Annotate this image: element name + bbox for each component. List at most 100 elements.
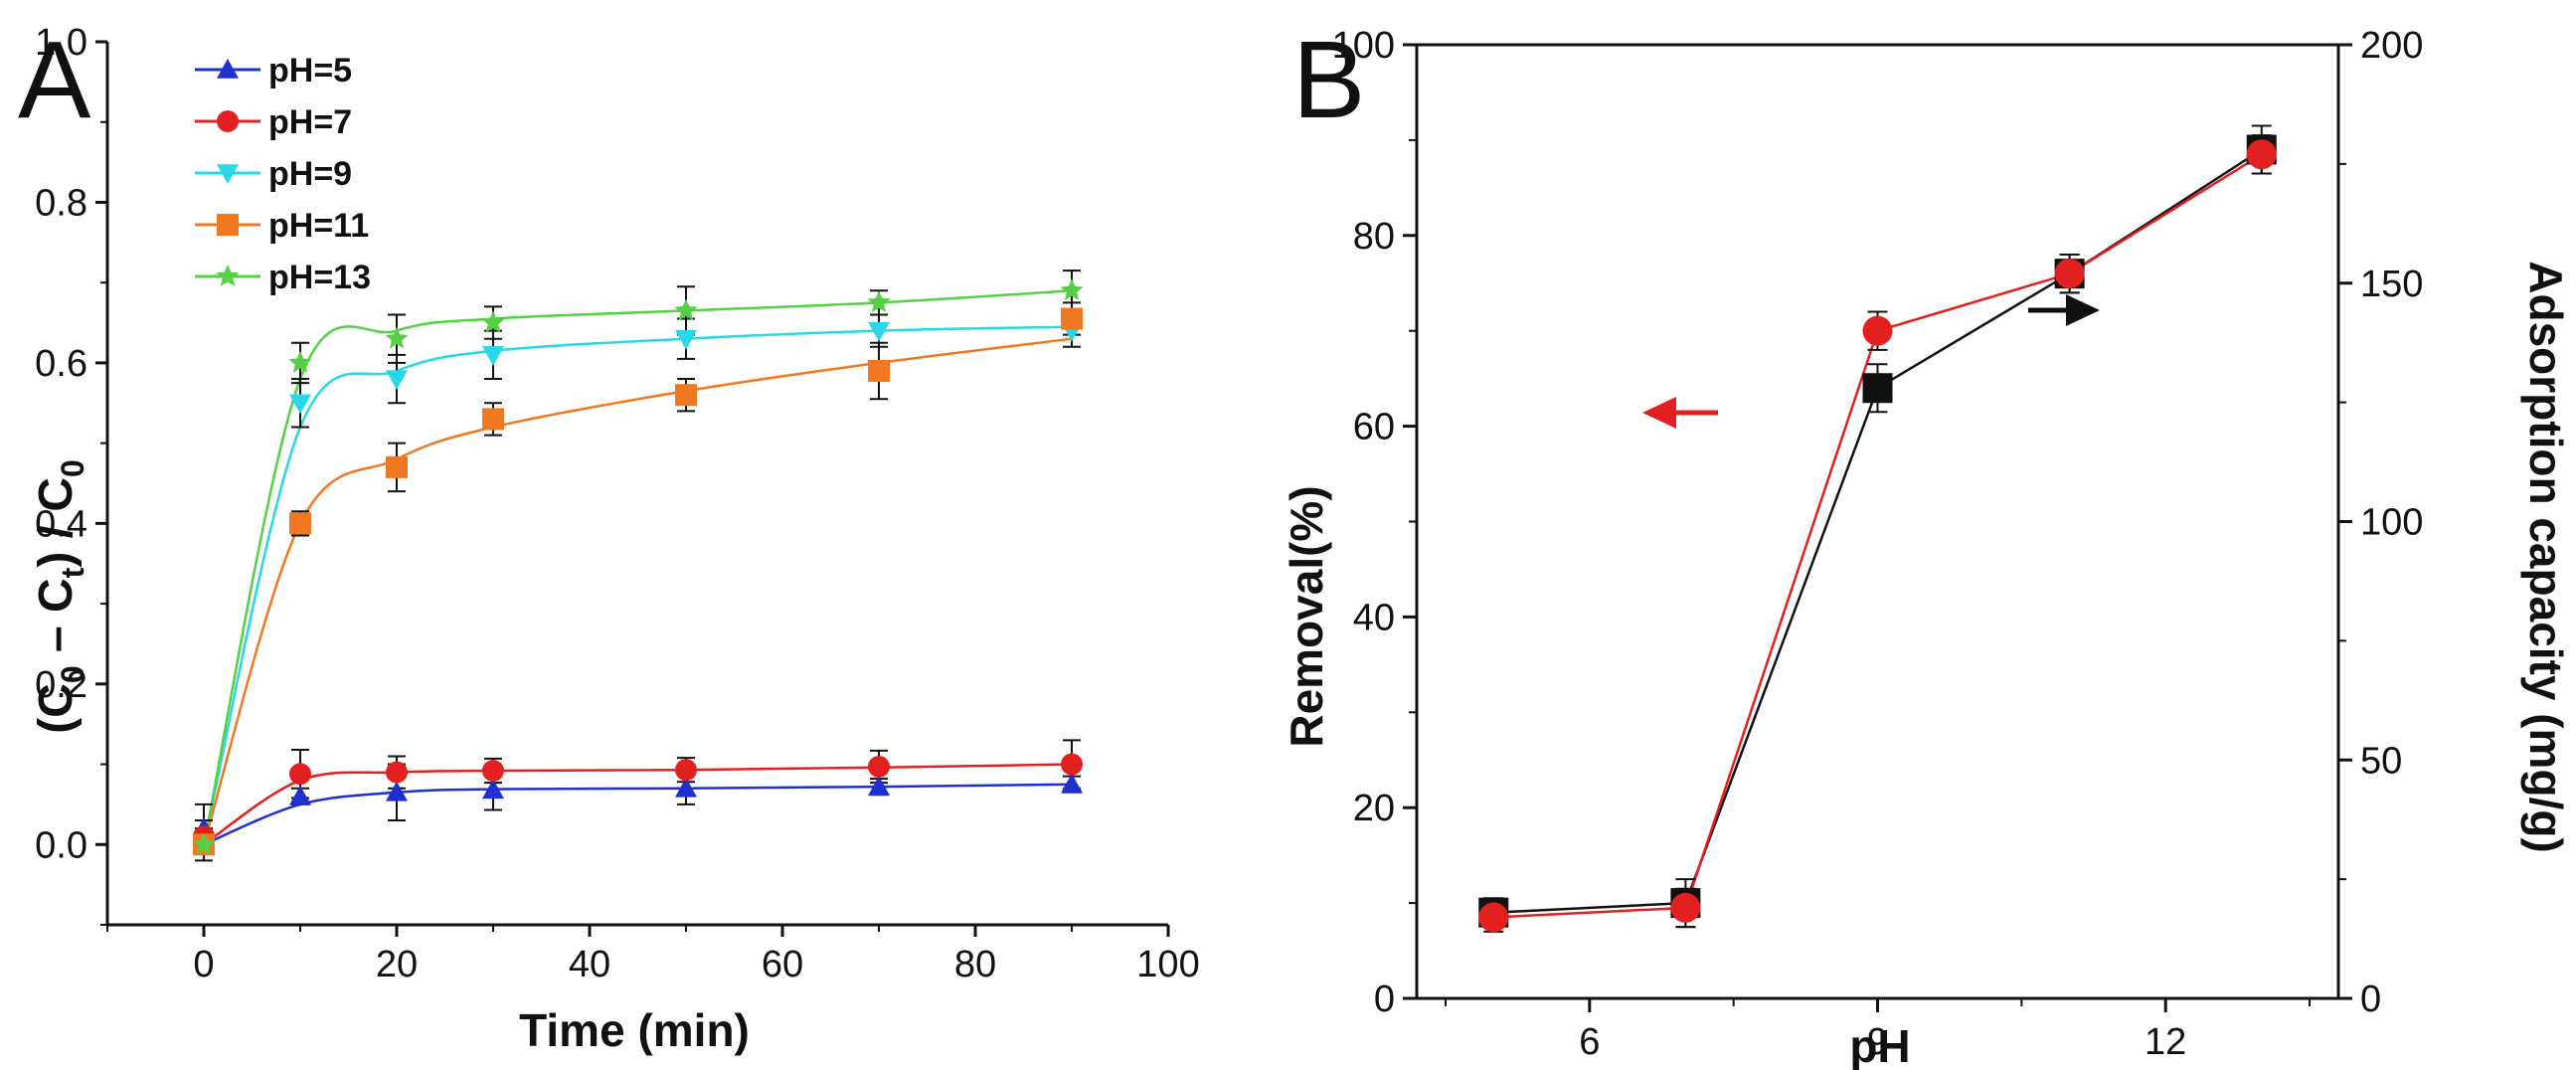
data-point-pH=13 (385, 326, 409, 349)
legend-label: pH=7 (268, 103, 352, 141)
data-point-pH=13 (192, 832, 216, 855)
legend-label: pH=9 (268, 155, 352, 193)
legend-marker-icon (217, 214, 239, 236)
x-tick-label: 12 (2145, 1021, 2186, 1063)
panel-a-label: A (18, 19, 91, 141)
y-tick-label: 0.6 (35, 343, 87, 385)
data-point-right (1670, 892, 1701, 923)
panel-b-y-label: Removal(%) (1281, 485, 1332, 747)
x-tick-label: 100 (1136, 944, 1199, 985)
fit-line-pH=11 (202, 337, 1073, 845)
fit-line-pH=7 (203, 763, 1073, 846)
data-point-pH=9 (386, 370, 408, 391)
legend-marker-icon (217, 59, 239, 79)
y-tick-label: 0.0 (35, 824, 87, 866)
data-point-pH=9 (289, 394, 311, 415)
fit-line-pH=13 (202, 289, 1073, 845)
panel-b-frame (1415, 43, 2340, 1000)
data-point-pH=9 (675, 329, 697, 350)
y-tick-label: 0.2 (35, 664, 87, 706)
data-point-pH=11 (868, 359, 890, 382)
x-tick-label: 80 (954, 944, 996, 985)
data-point-pH=13 (481, 310, 505, 333)
data-point-pH=13 (674, 298, 698, 321)
y-tick-label: 40 (1353, 597, 1395, 638)
panel-b-y-right-label: Adsorption capacity (mg/g) (2520, 261, 2572, 852)
data-point-pH=5 (482, 779, 504, 800)
panel-b-error-bars (1483, 124, 2272, 933)
data-point-pH=13 (867, 290, 891, 313)
data-point-pH=7 (482, 760, 504, 783)
data-point-pH=5 (868, 776, 890, 796)
data-point-pH=9 (482, 346, 504, 366)
x-tick-label: 0 (193, 944, 214, 985)
data-point-pH=7 (289, 763, 311, 786)
panel-a-markers (192, 278, 1084, 856)
data-point-pH=9 (868, 321, 890, 342)
x-tick-label: 6 (1579, 1021, 1600, 1063)
y-tick-label: 0.4 (35, 503, 87, 545)
data-point-pH=13 (1060, 278, 1084, 300)
panel-b-lines (1493, 148, 2263, 919)
panel-a-ticks: 0 20 40 60 80 100 0.0 0.2 0.4 0.6 0.8 1.0 (35, 22, 1200, 985)
panel-b-axes (1415, 43, 2340, 1000)
panel-a-x-label: Time (min) (519, 1004, 750, 1056)
y-tick-label: 60 (1353, 407, 1395, 448)
y-tick-label: 100 (1332, 25, 1395, 67)
data-point-pH=11 (1061, 307, 1083, 330)
panel-a-axes (105, 42, 1168, 927)
arrow-right-black-head-icon (2066, 294, 2100, 326)
x-tick-label: 9 (1867, 1021, 1888, 1063)
legend-label: pH=13 (268, 259, 371, 296)
data-point-right (2054, 259, 2085, 289)
data-point-pH=11 (482, 408, 504, 431)
y-tick-label: 1.0 (35, 22, 87, 64)
y-tick-label: 0.8 (35, 182, 87, 224)
data-point-pH=5 (675, 777, 697, 798)
data-point-right (1478, 902, 1509, 933)
series-line-left (1493, 148, 2263, 914)
data-point-right (1862, 315, 1893, 346)
data-point-right (2246, 139, 2277, 170)
data-point-pH=5 (386, 781, 408, 802)
panel-b-arrows (1642, 294, 2100, 429)
data-point-pH=7 (675, 759, 697, 782)
legend-marker-icon (217, 164, 239, 184)
data-point-pH=5 (1061, 773, 1083, 794)
data-point-pH=7 (868, 755, 890, 778)
arrow-left-red-head-icon (1642, 397, 1676, 429)
y-tick-label: 80 (1353, 216, 1395, 258)
data-point-pH=11 (289, 512, 311, 535)
y-right-tick-label: 150 (2360, 264, 2423, 305)
data-point-pH=11 (675, 384, 697, 407)
x-tick-label: 60 (762, 944, 803, 985)
data-point-pH=11 (386, 455, 408, 478)
x-tick-label: 20 (376, 944, 418, 985)
panel-b-x-label: pH (1849, 1020, 1910, 1070)
fit-line-pH=5 (203, 783, 1073, 846)
panel-b-label: B (1292, 19, 1365, 141)
panel-a-legend: pH=5 pH=7 pH=9 pH=11 pH=13 (195, 52, 371, 296)
y-right-tick-label: 0 (2360, 979, 2381, 1020)
panel-a-fit-lines (202, 289, 1073, 846)
y-right-tick-label: 200 (2360, 25, 2423, 67)
panel-a-error-bars (195, 269, 1081, 862)
y-right-tick-label: 100 (2360, 502, 2423, 544)
panel-b-markers (1478, 134, 2277, 933)
data-point-pH=7 (386, 761, 408, 784)
x-tick-label: 40 (569, 944, 610, 985)
legend-label: pH=5 (268, 52, 352, 89)
legend-marker-icon (216, 264, 240, 286)
panel-a-y-label: (C0 – Ct) / C0 (30, 459, 90, 734)
y-tick-label: 20 (1353, 788, 1395, 829)
panel-b-ticks: 6 9 12 0 20 40 60 80 100 0 50 100 150 200 (1332, 25, 2424, 1063)
data-point-pH=5 (289, 785, 311, 805)
legend-label: pH=11 (268, 207, 369, 245)
data-point-left (1862, 373, 1893, 404)
y-tick-label: 0 (1374, 979, 1395, 1020)
data-point-pH=7 (1061, 753, 1083, 776)
data-point-pH=13 (288, 350, 312, 373)
series-line-right (1493, 153, 2263, 919)
legend-marker-icon (217, 110, 239, 132)
